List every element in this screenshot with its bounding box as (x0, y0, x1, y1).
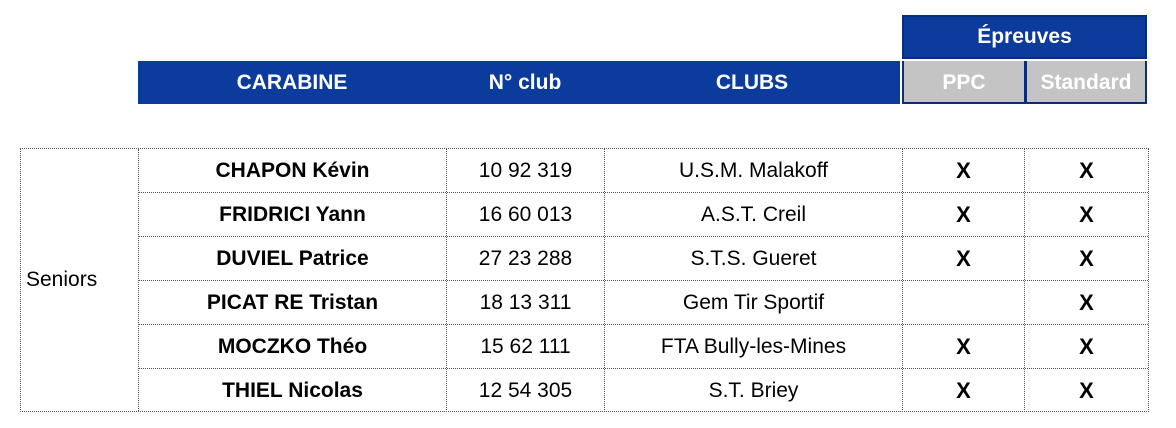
standard-mark: X (1079, 290, 1094, 315)
club-number: 12 54 305 (447, 369, 605, 412)
shooter-name: CHAPON Kévin (139, 149, 447, 192)
standard-mark: X (1079, 378, 1094, 403)
standard-mark: X (1079, 202, 1094, 227)
epreuves-header: Épreuves (902, 15, 1147, 59)
header-carabine: CARABINE (236, 71, 348, 94)
club-name: FTA Bully-les-Mines (605, 325, 903, 368)
header-club-number: N° club (488, 71, 562, 94)
category-label: Seniors (21, 149, 139, 411)
ppc-mark: X (903, 369, 1025, 412)
table-row: PICAT RE Tristan 18 13 311 Gem Tir Sport… (139, 281, 1148, 325)
club-number: 15 62 111 (447, 325, 605, 368)
header-ppc: PPC (902, 61, 1026, 104)
table-row: MOCZKO Théo 15 62 111 FTA Bully-les-Mine… (139, 325, 1148, 369)
club-name: S.T. Briey (605, 369, 903, 412)
standard-mark: X (1079, 246, 1094, 271)
table-row: DUVIEL Patrice 27 23 288 S.T.S. Gueret X… (139, 237, 1148, 281)
ppc-mark: X (903, 325, 1025, 368)
club-number: 10 92 319 (447, 149, 605, 192)
results-table: Seniors CHAPON Kévin 10 92 319 U.S.M. Ma… (20, 148, 1149, 412)
ppc-mark: X (903, 149, 1025, 192)
club-name: Gem Tir Sportif (605, 281, 903, 324)
table-row: THIEL Nicolas 12 54 305 S.T. Briey X X (139, 369, 1148, 413)
shooter-name: THIEL Nicolas (139, 369, 447, 412)
club-number: 16 60 013 (447, 193, 605, 236)
table-row: FRIDRICI Yann 16 60 013 A.S.T. Creil X X (139, 193, 1148, 237)
shooter-name: DUVIEL Patrice (139, 237, 447, 280)
table-header: CARABINE N° club CLUBS (138, 61, 900, 104)
club-number: 27 23 288 (447, 237, 605, 280)
shooter-name: PICAT RE Tristan (139, 281, 447, 324)
header-clubs: CLUBS (715, 71, 789, 94)
club-name: S.T.S. Gueret (605, 237, 903, 280)
standard-mark: X (1079, 158, 1094, 183)
shooter-name: MOCZKO Théo (139, 325, 447, 368)
table-row: CHAPON Kévin 10 92 319 U.S.M. Malakoff X… (139, 149, 1148, 193)
ppc-mark: X (903, 237, 1025, 280)
ppc-mark: X (903, 193, 1025, 236)
shooter-name: FRIDRICI Yann (139, 193, 447, 236)
standard-mark: X (1079, 334, 1094, 359)
header-standard: Standard (1025, 61, 1147, 104)
club-name: U.S.M. Malakoff (605, 149, 903, 192)
club-name: A.S.T. Creil (605, 193, 903, 236)
ppc-mark (903, 281, 1025, 324)
club-number: 18 13 311 (447, 281, 605, 324)
